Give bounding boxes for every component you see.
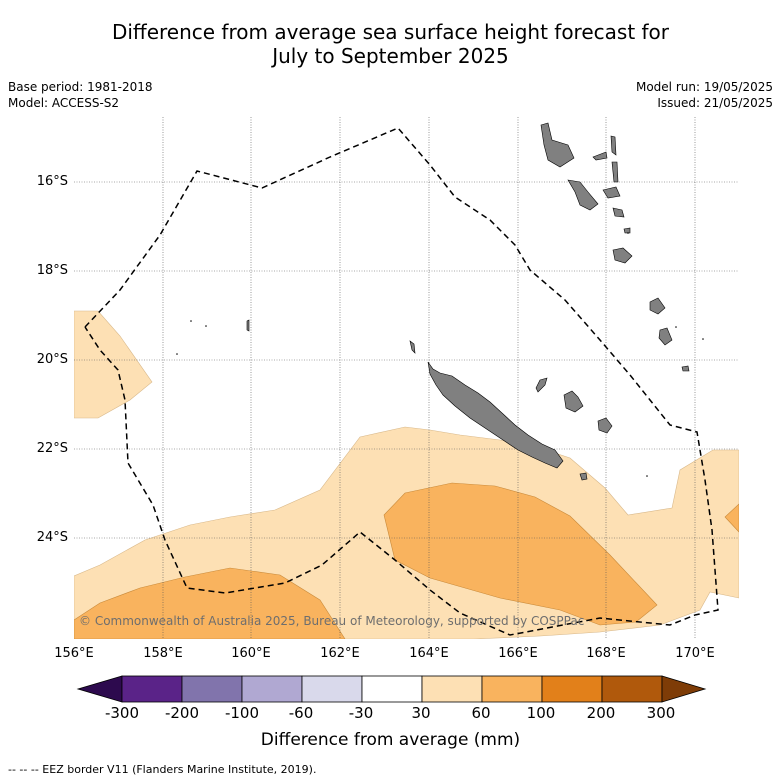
islet	[205, 325, 207, 327]
gridlines	[74, 117, 739, 639]
lon-label-168e: 168°E	[586, 646, 626, 661]
islet	[646, 475, 648, 477]
maewo-island	[610, 135, 617, 156]
epi-island	[612, 207, 625, 218]
colorbar-tick: -200	[164, 704, 200, 722]
lifou-island	[563, 390, 584, 413]
colorbar-segment	[121, 675, 183, 703]
erromango-island	[649, 297, 666, 315]
issued-date: Issued: 21/05/2025	[657, 96, 773, 110]
colorbar-tick: -300	[104, 704, 140, 722]
colorbar-tick: 200	[586, 704, 616, 722]
colorbar-segment	[601, 675, 663, 703]
colorbar-tick: 60	[471, 704, 491, 722]
colorbar-tick: 30	[411, 704, 431, 722]
lon-label-160e: 160°E	[231, 646, 271, 661]
eez-footnote: -- -- -- EEZ border V11 (Flanders Marine…	[8, 763, 317, 776]
lat-label-20s: 20°S	[36, 352, 68, 367]
ambrym-island	[602, 186, 621, 199]
colorbar-tick: -60	[288, 704, 314, 722]
lon-label-170e: 170°E	[675, 646, 715, 661]
model-name: Model: ACCESS-S2	[8, 96, 120, 110]
copyright-text: © Commonwealth of Australia 2025, Bureau…	[79, 614, 585, 628]
efate-island	[612, 247, 633, 264]
colorbar-extend-high	[661, 675, 707, 703]
colorbar-tick: 300	[646, 704, 676, 722]
tanna-island	[658, 327, 673, 346]
chesterfield-islet	[246, 319, 250, 332]
shepherd-islands	[623, 227, 631, 234]
colorbar-tick: -100	[224, 704, 260, 722]
islet	[627, 232, 629, 234]
title-line-1: Difference from average sea surface heig…	[111, 20, 670, 44]
colorbar-ticks: -300 -200 -100 -60 -30 30 60 100 200 300	[0, 704, 781, 724]
aneityum-island	[681, 365, 690, 372]
malekula-island	[567, 179, 599, 211]
eez-border	[84, 127, 719, 636]
islet	[702, 338, 704, 340]
islet	[176, 353, 178, 355]
pentecost-island	[611, 161, 619, 183]
title-line-2: July to September 2025	[272, 44, 509, 68]
colorbar-segment	[481, 675, 543, 703]
lon-label-164e: 164°E	[409, 646, 449, 661]
colorbar-tick: 100	[526, 704, 556, 722]
lat-label-16s: 16°S	[36, 174, 68, 189]
lon-label-166e: 166°E	[498, 646, 538, 661]
isle-of-pines	[579, 472, 588, 481]
base-period: Base period: 1981-2018	[8, 80, 153, 94]
map-area	[74, 117, 739, 639]
colorbar-segment	[421, 675, 483, 703]
colorbar-segment	[301, 675, 363, 703]
islet	[675, 326, 677, 328]
lon-label-156e: 156°E	[54, 646, 94, 661]
model-run: Model run: 19/05/2025	[635, 80, 773, 94]
colorbar-label: Difference from average (mm)	[260, 730, 521, 750]
colorbar-segment	[361, 675, 423, 703]
anomaly-60-100-region-west	[74, 567, 346, 639]
ouvea-island	[535, 377, 548, 393]
anomaly-60-100-region-east	[724, 503, 739, 533]
chart-title: Difference from average sea surface heig…	[0, 20, 781, 68]
colorbar	[76, 675, 707, 703]
colorbar-segment	[541, 675, 603, 703]
colorbar-tick: -30	[348, 704, 374, 722]
lon-label-158e: 158°E	[143, 646, 183, 661]
anomaly-60-100-region-central	[383, 482, 658, 626]
ambae-island	[592, 151, 608, 161]
meta-left: Base period: 1981-2018 Model: ACCESS-S2	[8, 79, 153, 111]
lat-label-22s: 22°S	[36, 441, 68, 456]
colorbar-extend-low	[76, 675, 123, 703]
lat-label-18s: 18°S	[36, 263, 68, 278]
lat-label-24s: 24°S	[36, 530, 68, 545]
belep-islands	[409, 340, 416, 354]
new-caledonia-island	[427, 361, 564, 469]
colorbar-segment	[181, 675, 243, 703]
mare-island	[597, 417, 613, 434]
meta-right: Model run: 19/05/2025 Issued: 21/05/2025	[636, 79, 773, 111]
lon-label-162e: 162°E	[320, 646, 360, 661]
colorbar-segment	[241, 675, 303, 703]
islet	[190, 320, 192, 322]
espiritu-santo-island	[540, 122, 575, 168]
anomaly-30-60-region-west	[74, 310, 153, 419]
